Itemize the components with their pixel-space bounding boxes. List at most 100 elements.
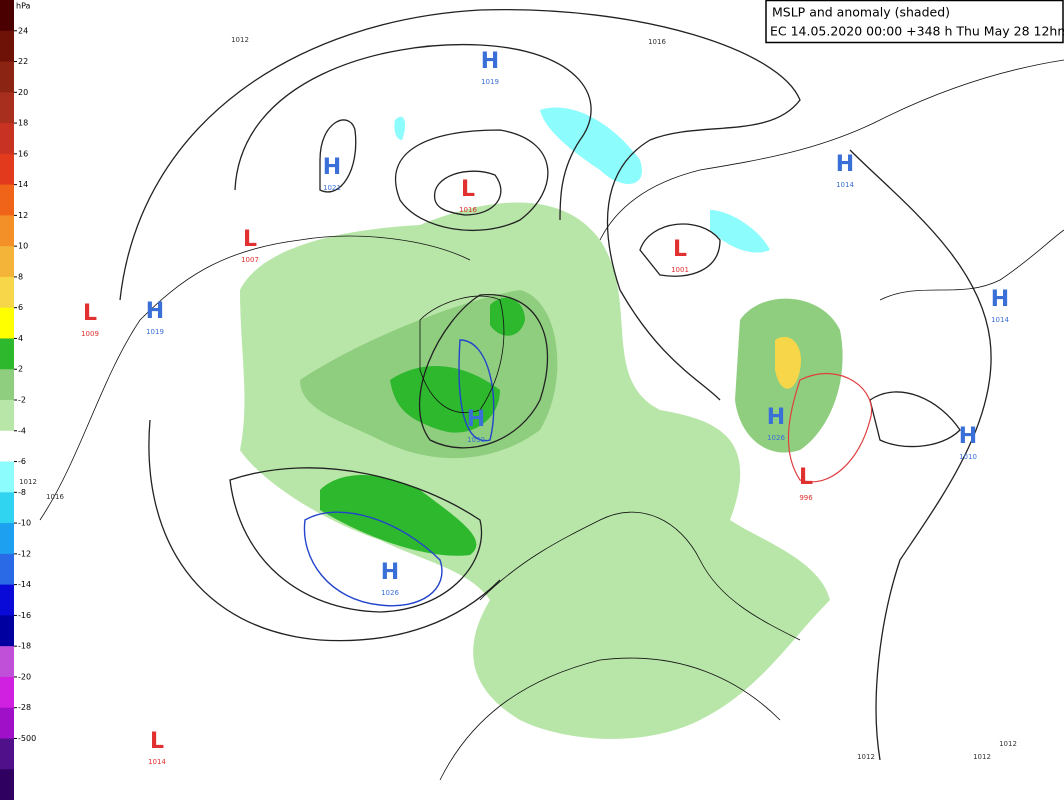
isobar — [419, 294, 548, 449]
isobar-label: 1012 — [231, 36, 249, 44]
shade-area — [390, 366, 500, 433]
subtitle: EC 14.05.2020 00:00 +348 h Thu May 28 12… — [770, 24, 1064, 39]
isobar — [319, 119, 357, 193]
colorbar-segment — [0, 769, 14, 800]
colorbar-segment — [0, 707, 14, 739]
center-pressure: 1019 — [146, 328, 164, 336]
center-pressure: 1014 — [148, 758, 166, 766]
isobar-label: 1016 — [648, 38, 666, 46]
colorbar-label: -18 — [18, 642, 31, 651]
colorbar-segment — [0, 400, 14, 432]
title: MSLP and anomaly (shaded) — [772, 5, 950, 20]
colorbar-label: 8 — [18, 272, 23, 281]
center-symbol: H — [481, 49, 499, 74]
isobar — [229, 467, 483, 613]
center-pressure: 1009 — [81, 330, 99, 338]
center-symbol: L — [461, 177, 475, 202]
center-symbol: H — [767, 405, 785, 430]
center-symbol: H — [836, 152, 854, 177]
colorbar-label: 2 — [18, 365, 23, 374]
colorbar-segment — [0, 553, 14, 586]
isobar — [234, 43, 592, 221]
colorbar-label: -28 — [18, 703, 31, 712]
colorbar-segment — [0, 738, 14, 770]
colorbar-label: 12 — [18, 211, 28, 220]
pressure-centers: H 1019 H 1021 L 1016 L 1007 L 1009 H 1019 H 1014 L 1001… — [81, 49, 1009, 766]
center-pressure: 1014 — [836, 181, 854, 189]
coastline — [439, 657, 781, 781]
center-symbol: H — [146, 299, 164, 324]
colorbar-label: 24 — [18, 26, 28, 35]
colorbar-segment — [0, 153, 14, 186]
shade-area — [394, 116, 406, 140]
coastline — [479, 511, 801, 641]
shade-area — [490, 297, 525, 336]
colorbar-segment — [0, 246, 14, 278]
center-pressure: 1001 — [671, 266, 689, 274]
isobar — [434, 170, 502, 216]
center-pressure: 996 — [799, 494, 813, 502]
colorbar-segment — [0, 584, 14, 616]
colorbar-label: 20 — [18, 88, 28, 97]
isobar-label: 1012 — [19, 478, 37, 486]
colorbar-label: 4 — [18, 334, 23, 343]
colorbar-label: 10 — [18, 242, 28, 251]
center-symbol: L — [799, 465, 813, 490]
colorbar-segment — [0, 676, 14, 709]
shade-area — [320, 475, 477, 556]
colorbar-label: 14 — [18, 180, 28, 189]
shade-area — [540, 107, 642, 184]
center-pressure: 1007 — [241, 256, 259, 264]
isobar-label: 1016 — [46, 493, 64, 501]
isobar — [849, 149, 992, 761]
center-pressure: 1016 — [459, 206, 477, 214]
isobar-label: 1012 — [973, 753, 991, 761]
colorbar-label: -14 — [18, 580, 31, 589]
center-symbol: H — [323, 155, 341, 180]
colorbar-label: -6 — [18, 457, 26, 466]
colorbar-segment — [0, 30, 14, 63]
colorbar-label: -16 — [18, 611, 31, 620]
center-pressure: 1021 — [323, 184, 341, 192]
center-symbol: L — [673, 237, 687, 262]
colorbar-label: -20 — [18, 672, 31, 681]
coastline — [879, 229, 1064, 301]
colorbar-segment — [0, 338, 14, 370]
colorbar-segment — [0, 0, 14, 32]
shade-area — [710, 210, 770, 253]
center-symbol: H — [991, 287, 1009, 312]
colorbar-segment — [0, 92, 14, 124]
isobar — [394, 129, 549, 232]
center-symbol: L — [243, 227, 257, 252]
colorbar-label: 22 — [18, 57, 28, 66]
colorbar-label: -2 — [18, 396, 26, 405]
coastline — [419, 295, 505, 413]
colorbar-segment — [0, 492, 14, 524]
colorbar-segment — [0, 615, 14, 647]
colorbar: hPa 24 22 20 18 16 14 12 10 8 6 4 2 -2 -4 -6 -8 -10 -12 -1… — [0, 0, 36, 800]
center-symbol: L — [150, 729, 164, 754]
title-box: MSLP and anomaly (shaded) EC 14.05.2020 … — [765, 0, 1064, 44]
coastline — [599, 59, 1064, 241]
center-pressure: 1019 — [481, 78, 499, 86]
isobar-high — [303, 511, 443, 607]
colorbar-segment — [0, 369, 14, 401]
colorbar-segment — [0, 646, 14, 678]
colorbar-segment — [0, 61, 14, 93]
colorbar-label: 6 — [18, 303, 23, 312]
colorbar-segment — [0, 430, 14, 463]
center-symbol: H — [381, 560, 399, 585]
center-pressure: 1026 — [767, 434, 785, 442]
center-symbol: H — [959, 424, 977, 449]
colorbar-label: -12 — [18, 549, 31, 558]
center-pressure: 1014 — [991, 316, 1009, 324]
isobar — [148, 419, 501, 642]
shade-area — [775, 336, 801, 389]
center-pressure: 1030 — [467, 436, 485, 444]
center-pressure: 1010 — [959, 453, 977, 461]
colorbar-segment — [0, 184, 14, 216]
center-symbol: L — [83, 301, 97, 326]
isobar — [639, 223, 721, 277]
